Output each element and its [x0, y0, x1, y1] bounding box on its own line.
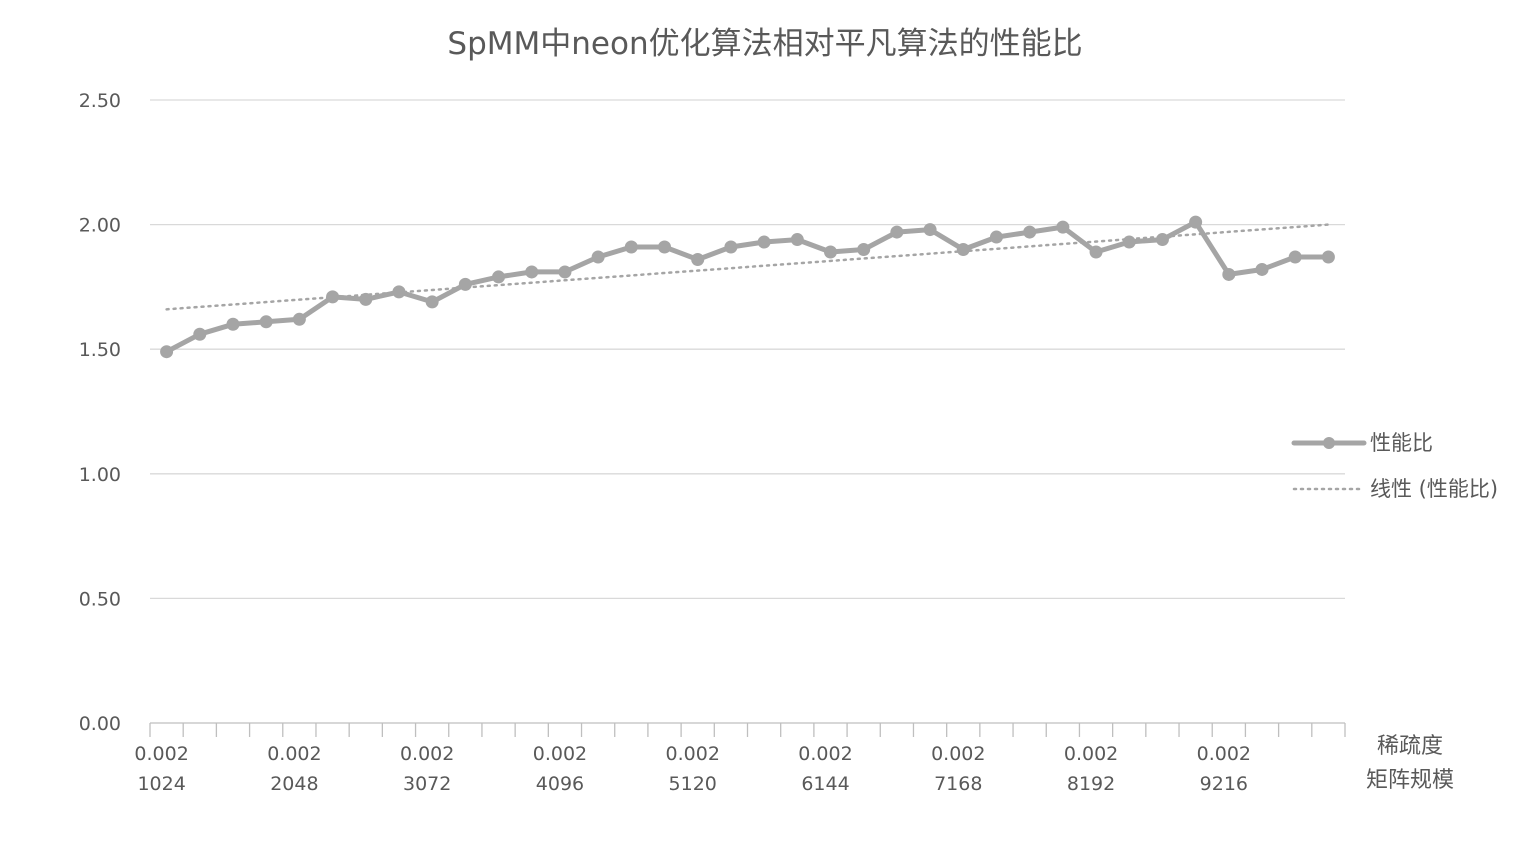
- data-point: [1089, 245, 1103, 259]
- data-point: [624, 240, 638, 254]
- x-tick-label-sparsity: 0.002: [1197, 743, 1251, 765]
- data-point: [425, 295, 439, 309]
- x-tick-label-size: 7168: [934, 773, 982, 795]
- data-point: [1155, 233, 1169, 247]
- data-point: [226, 317, 240, 331]
- data-point: [558, 265, 572, 279]
- data-point: [890, 225, 904, 239]
- data-point: [857, 243, 871, 257]
- legend-series-swatch-marker: [1323, 437, 1335, 449]
- y-tick-label: 0.00: [79, 713, 121, 735]
- gridlines: [150, 99, 1345, 600]
- x-tick-label-size: 4096: [536, 773, 584, 795]
- data-point: [259, 315, 273, 329]
- data-point: [1023, 225, 1037, 239]
- data-point: [359, 292, 373, 306]
- x-tick-label-size: 1024: [137, 773, 185, 795]
- data-point: [989, 230, 1003, 244]
- data-point: [1288, 250, 1302, 264]
- data-point: [691, 252, 705, 266]
- x-tick-label-size: 2048: [270, 773, 318, 795]
- x-axis-tick-labels: 0.002 1024 0.002 2048 0.002 3072 0.002 4096 0.00…: [134, 743, 1251, 795]
- series-performance-ratio: [160, 215, 1335, 359]
- legend: 性能比 线性 (性能比): [1291, 431, 1498, 501]
- x-axis-category-sparsity: 稀疏度: [1377, 734, 1443, 759]
- data-point: [525, 265, 539, 279]
- data-point: [591, 250, 605, 264]
- data-point: [1222, 267, 1236, 281]
- x-tick-label-sparsity: 0.002: [267, 743, 321, 765]
- x-tick-label-sparsity: 0.002: [666, 743, 720, 765]
- x-tick-label-size: 8192: [1067, 773, 1115, 795]
- trendline-line: [165, 223, 1330, 311]
- data-point: [492, 270, 506, 284]
- x-tick-label-sparsity: 0.002: [400, 743, 454, 765]
- series-line: [164, 219, 1331, 355]
- x-tick-label-size: 3072: [403, 773, 451, 795]
- x-tick-label-sparsity: 0.002: [931, 743, 985, 765]
- data-point: [1321, 250, 1335, 264]
- data-point: [1255, 262, 1269, 276]
- chart-title: SpMM中neon优化算法相对平凡算法的性能比: [447, 26, 1083, 62]
- y-axis-tick-labels: 0.00 0.50 1.00 1.50 2.00 2.50: [79, 90, 121, 735]
- x-tick-label-sparsity: 0.002: [134, 743, 188, 765]
- legend-trendline-label: 线性 (性能比): [1370, 477, 1498, 501]
- x-tick-label-sparsity: 0.002: [798, 743, 852, 765]
- x-tick-label-sparsity: 0.002: [533, 743, 587, 765]
- trendline: [165, 223, 1330, 311]
- data-point: [956, 243, 970, 257]
- y-tick-label: 1.50: [79, 339, 121, 361]
- x-axis: [149, 722, 1346, 737]
- data-point: [292, 312, 306, 326]
- x-axis-category-matrix-size: 矩阵规模: [1366, 768, 1454, 793]
- data-point: [458, 277, 472, 291]
- y-tick-label: 2.50: [79, 90, 121, 112]
- data-point: [1056, 220, 1070, 234]
- data-point: [193, 327, 207, 341]
- x-tick-label-size: 9216: [1200, 773, 1248, 795]
- data-point: [923, 223, 937, 237]
- data-point: [823, 245, 837, 259]
- x-tick-label-size: 5120: [669, 773, 717, 795]
- data-point: [392, 285, 406, 299]
- legend-series-label: 性能比: [1370, 431, 1433, 455]
- x-tick-label-size: 6144: [801, 773, 849, 795]
- y-tick-label: 1.00: [79, 464, 121, 486]
- data-point: [724, 240, 738, 254]
- y-tick-label: 2.00: [79, 215, 121, 237]
- data-point: [1122, 235, 1136, 249]
- y-tick-label: 0.50: [79, 588, 121, 610]
- data-point: [1189, 215, 1203, 229]
- data-point: [658, 240, 672, 254]
- data-point: [790, 233, 804, 247]
- data-point: [326, 290, 340, 304]
- x-tick-label-sparsity: 0.002: [1064, 743, 1118, 765]
- data-point: [757, 235, 771, 249]
- data-point: [160, 345, 174, 359]
